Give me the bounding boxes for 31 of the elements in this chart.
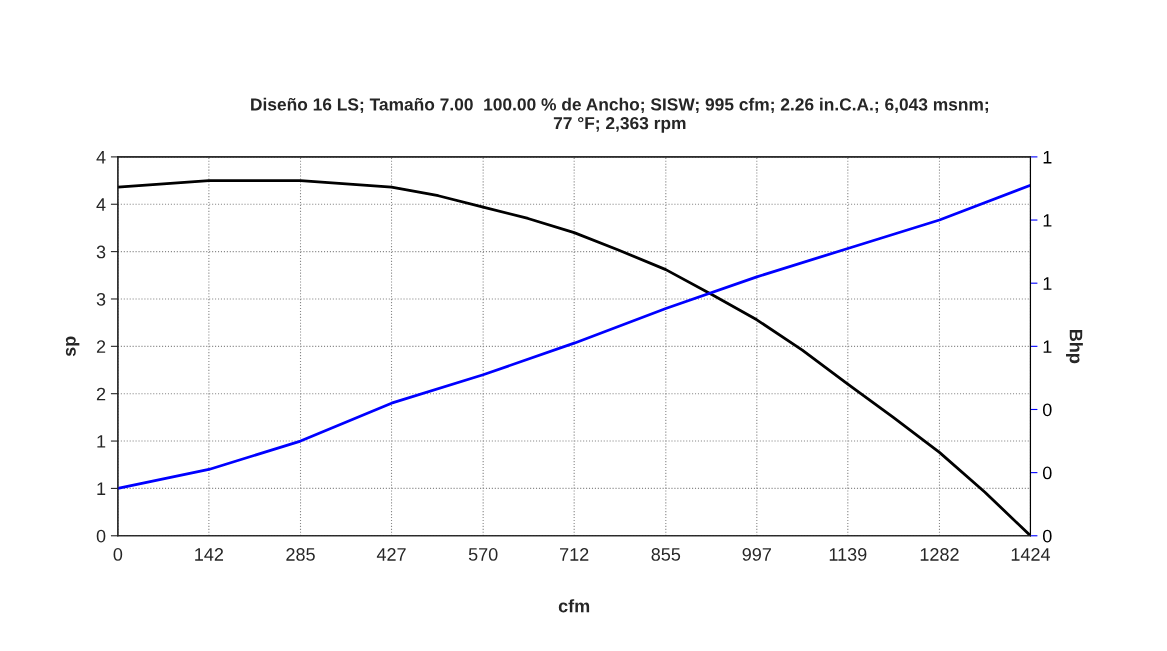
- y-tick-label: 4: [96, 198, 106, 211]
- x-tick-label: 427: [376, 548, 406, 561]
- y2-tick-label: 1: [1043, 151, 1052, 164]
- y-tick-label: 3: [96, 292, 106, 306]
- x-tick-label: 997: [742, 548, 771, 561]
- y-tick-label: 0: [96, 529, 106, 543]
- y-tick-label: 1: [97, 435, 106, 448]
- x-tick-label: 712: [560, 548, 589, 561]
- y-tick-label: 2: [96, 387, 106, 401]
- x-tick-label: 142: [195, 548, 224, 561]
- x-tick-label: 1424: [1011, 548, 1051, 561]
- x-tick-label: 1282: [920, 548, 959, 561]
- y2-tick-label: 1: [1043, 277, 1052, 290]
- x-tick-label: 1139: [829, 548, 867, 561]
- x-axis-title: cfm: [558, 599, 590, 613]
- y-tick-label: 1: [97, 482, 106, 495]
- y2-tick-label: 0: [1042, 403, 1052, 417]
- y2-axis-title: Bhp: [1066, 329, 1083, 364]
- x-tick-label: 0: [113, 548, 123, 561]
- y2-tick-label: 0: [1042, 529, 1052, 543]
- y2-tick-label: 1: [1043, 214, 1052, 227]
- y-axis-title: sp: [65, 336, 80, 357]
- chart-title: Diseño 16 LS; Tamaño 7.00 100.00 % de Ancho; SISW; 995 cfm; 2.26 in.C.A.; 6,043 msnm; 77 °F; 2,363 rpm: [251, 97, 989, 133]
- y2-tick-label: 1: [1043, 340, 1052, 353]
- y-tick-label: 4: [96, 151, 106, 164]
- y-tick-label: 3: [96, 245, 106, 259]
- y-tick-label: 2: [96, 340, 106, 353]
- x-tick-label: 855: [651, 548, 681, 561]
- x-tick-label: 570: [468, 548, 498, 561]
- x-tick-label: 285: [286, 548, 315, 561]
- y2-tick-label: 0: [1042, 466, 1052, 480]
